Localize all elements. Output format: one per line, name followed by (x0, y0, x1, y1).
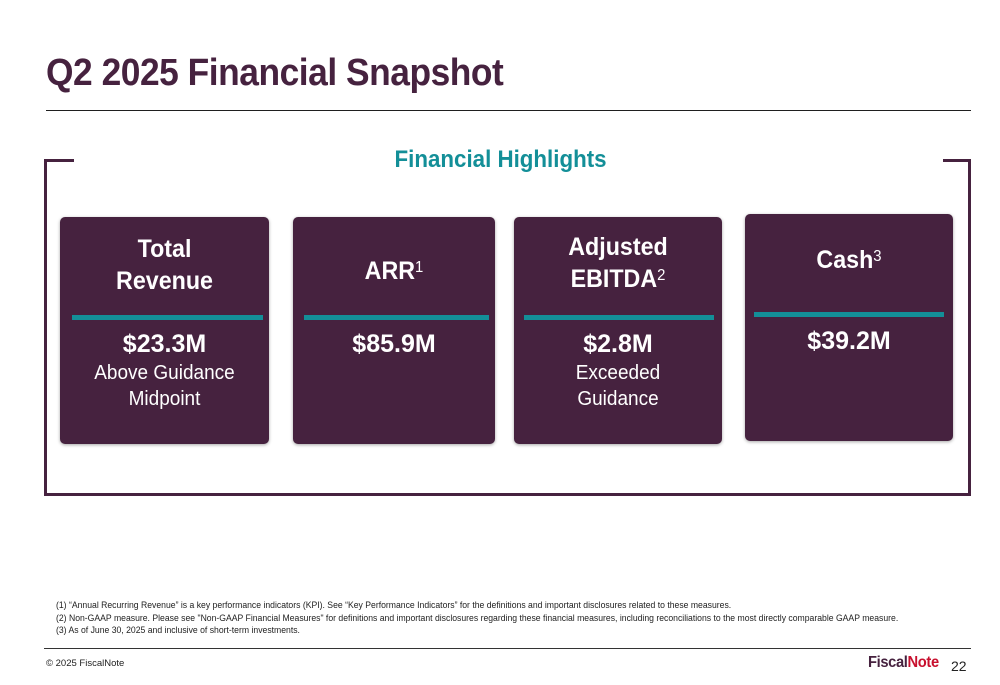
card-divider (754, 312, 944, 317)
card-label-line: Cash (816, 246, 874, 274)
card-value: $23.3M (122, 330, 207, 358)
card-label-line: Total (137, 235, 192, 263)
footnotes: (1) “Annual Recurring Revenue” is a key … (56, 599, 933, 637)
page-number: 22 (951, 658, 967, 674)
frame-bottom-border (44, 493, 971, 496)
frame-right-border (968, 159, 971, 496)
footnote: (1) “Annual Recurring Revenue” is a key … (56, 600, 732, 610)
footer-divider (44, 648, 971, 649)
card-divider (72, 315, 263, 320)
title-divider (46, 110, 971, 111)
card-label-line: Revenue (116, 267, 213, 295)
logo-text-note: Note (907, 654, 940, 671)
card-value: $39.2M (807, 327, 891, 355)
card-label: ARR1 (300, 255, 488, 287)
logo-text-fiscal: Fiscal (868, 654, 908, 671)
metric-card-total-revenue: Total Revenue $23.3M Above Guidance Midp… (60, 217, 269, 444)
card-note: Exceeded Guidance (575, 362, 661, 410)
card-value: $85.9M (352, 330, 436, 358)
footnote: (2) Non-GAAP measure. Please see "Non-GA… (56, 612, 899, 623)
metric-card-adjusted-ebitda: Adjusted EBITDA2 $2.8M Exceeded Guidance (514, 217, 722, 444)
card-value: $2.8M (583, 330, 653, 358)
frame-left-border (44, 159, 47, 496)
card-label: Cash3 (752, 244, 945, 276)
frame-top-right-corner (943, 159, 971, 162)
card-divider (524, 315, 714, 320)
card-note: Above Guidance Midpoint (94, 362, 235, 410)
page-title: Q2 2025 Financial Snapshot (46, 52, 504, 94)
card-label: Total Revenue (67, 233, 261, 297)
footnote-ref: 1 (415, 259, 424, 276)
fiscalnote-logo: FiscalNote (868, 654, 939, 672)
card-label-line: ARR (364, 257, 416, 285)
footnote-ref: 3 (873, 248, 882, 265)
card-label-line: Adjusted (568, 233, 668, 261)
footnote: (3) As of June 30, 2025 and inclusive of… (56, 625, 300, 635)
card-label: Adjusted EBITDA2 (521, 231, 714, 295)
metric-card-cash: Cash3 $39.2M (745, 214, 953, 441)
section-title: Financial Highlights (394, 146, 607, 173)
card-divider (304, 315, 489, 320)
card-label-line: EBITDA (570, 265, 658, 293)
copyright: © 2025 FiscalNote (46, 658, 125, 669)
footnote-ref: 2 (657, 267, 666, 284)
metric-card-arr: ARR1 $85.9M (293, 217, 495, 444)
frame-top-left-corner (44, 159, 74, 162)
